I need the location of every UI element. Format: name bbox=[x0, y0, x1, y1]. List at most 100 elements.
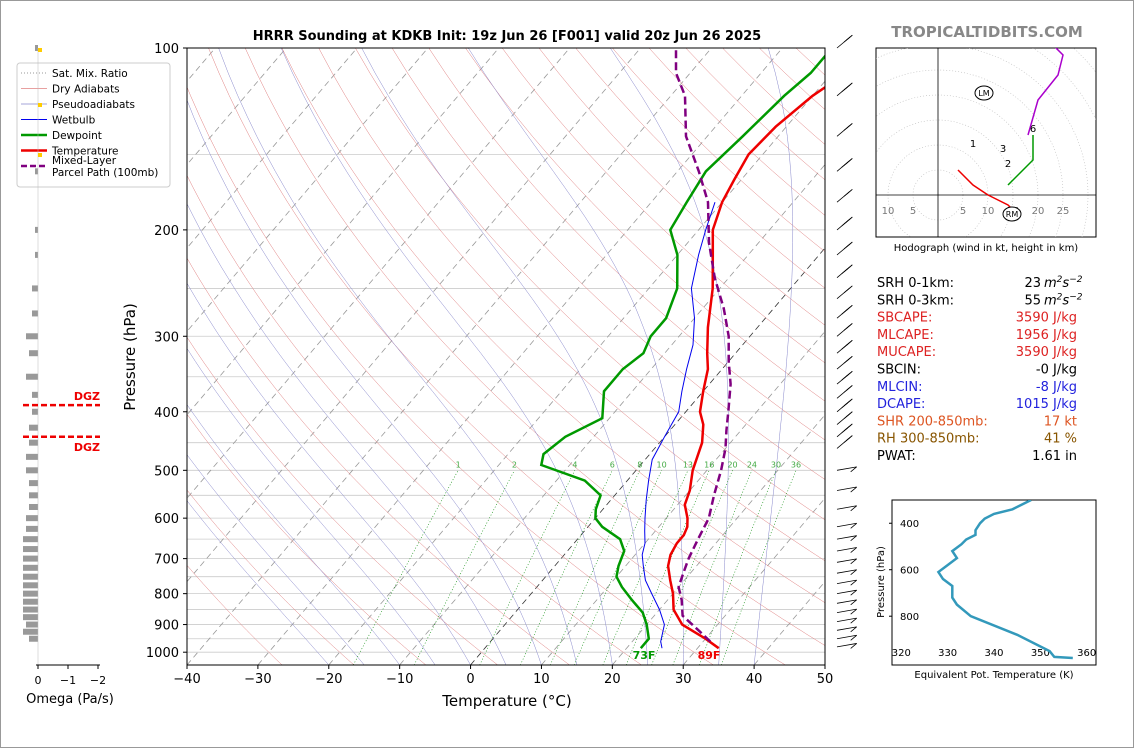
wind-barb bbox=[836, 558, 857, 565]
moist-adiabat-line bbox=[187, 99, 542, 665]
dry-adiabat-line bbox=[187, 336, 498, 665]
mixing-ratio-line bbox=[720, 470, 797, 665]
legend-label: Dewpoint bbox=[52, 130, 102, 142]
omega-bar bbox=[32, 285, 38, 292]
stat-value: 1015 J/kg bbox=[1016, 397, 1077, 412]
isotherm-line bbox=[187, 48, 429, 333]
theta-e-x-tick-label: 350 bbox=[1031, 648, 1050, 659]
wind-barb bbox=[836, 158, 853, 172]
barb-flag bbox=[843, 325, 851, 331]
omega-bar bbox=[23, 564, 38, 571]
legend-label: Mixed-Layer bbox=[52, 155, 117, 167]
barb-shaft bbox=[836, 466, 857, 471]
x-tick-label: −10 bbox=[386, 672, 413, 687]
omega-bar bbox=[29, 439, 38, 446]
skewt-title: HRRR Sounding at KDKB Init: 19z Jun 26 [… bbox=[253, 29, 761, 44]
mixing-ratio-line bbox=[651, 470, 733, 665]
wind-barb bbox=[836, 411, 853, 425]
stat-value: 41 % bbox=[1044, 432, 1077, 447]
hodograph-height-label: 2 bbox=[1005, 159, 1011, 170]
omega-profile: 0 −1 −2 bbox=[23, 45, 106, 687]
stat-label: MLCAPE: bbox=[877, 328, 934, 343]
dgz-label-bottom: DGZ bbox=[74, 441, 100, 454]
hodograph-caption: Hodograph (wind in kt, height in km) bbox=[894, 243, 1079, 254]
isotherm-line bbox=[187, 48, 358, 249]
moist-adiabat-line bbox=[280, 48, 613, 665]
theta-e-y-tick-label: 400 bbox=[900, 519, 919, 530]
wind-barb bbox=[836, 547, 857, 553]
skewt-background-lines: 1 2 4 6 8 10 13 16 20 24 30 36 bbox=[187, 48, 825, 665]
omega-bar bbox=[23, 546, 38, 553]
isotherm-line bbox=[187, 48, 712, 665]
barb-flag bbox=[843, 413, 851, 419]
omega-tick-label: −1 bbox=[60, 674, 76, 687]
mixing-ratio-label: 16 bbox=[704, 460, 714, 469]
legend-label: Wetbulb bbox=[52, 115, 96, 127]
wind-barb bbox=[836, 486, 857, 493]
legend-label: Dry Adiabats bbox=[52, 84, 120, 96]
wind-barb bbox=[836, 505, 857, 512]
wind-barb bbox=[836, 241, 853, 256]
omega-bar bbox=[29, 503, 38, 510]
barb-flag bbox=[850, 505, 857, 512]
mixing-ratio-label: 6 bbox=[610, 460, 615, 469]
legend-label: Sat. Mix. Ratio bbox=[52, 68, 128, 80]
barb-flag bbox=[843, 357, 851, 364]
series-wetbulb bbox=[641, 202, 716, 649]
omega-bar bbox=[26, 525, 38, 532]
mixing-ratio-line bbox=[573, 470, 662, 665]
barb-flag bbox=[850, 579, 857, 586]
isotherm-line bbox=[187, 48, 500, 416]
omega-bar bbox=[29, 424, 38, 431]
omega-bar bbox=[29, 492, 38, 499]
dry-adiabat-line bbox=[187, 86, 714, 665]
barb-flag bbox=[850, 486, 857, 493]
barb-shaft bbox=[836, 486, 857, 491]
barb-shaft bbox=[836, 599, 857, 604]
omega-bar bbox=[26, 373, 38, 380]
omega-bar bbox=[35, 226, 38, 233]
barb-flag bbox=[843, 287, 851, 294]
omega-bar bbox=[29, 480, 38, 487]
hodograph-tick-label: 10 bbox=[982, 206, 995, 217]
mixing-ratio-label: 4 bbox=[572, 460, 577, 469]
theta-e-x-tick-label: 330 bbox=[938, 648, 957, 659]
stat-label: SHR 200-850mb: bbox=[877, 414, 988, 429]
moist-adiabat-line bbox=[218, 48, 578, 665]
barb-shaft bbox=[836, 589, 857, 595]
y-tick-label: 800 bbox=[154, 588, 179, 603]
hodograph-tick-label: 25 bbox=[1057, 206, 1070, 217]
stat-label: MUCAPE: bbox=[877, 345, 936, 360]
dry-adiabat-line bbox=[187, 489, 355, 665]
isotherm-line bbox=[187, 48, 641, 583]
omega-bar bbox=[23, 536, 38, 543]
mixing-ratio-line bbox=[353, 470, 459, 665]
site-branding: TROPICALTIDBITS.COM bbox=[891, 23, 1083, 41]
omega-bar bbox=[35, 168, 38, 175]
barb-shaft bbox=[836, 535, 857, 540]
isotherm-line bbox=[682, 497, 825, 665]
x-tick-label: 0 bbox=[466, 672, 474, 687]
skewt-legend: Sat. Mix. Ratio Dry Adiabats Pseudoadiabat… bbox=[16, 62, 171, 188]
barb-flag bbox=[841, 374, 848, 381]
wind-barb bbox=[836, 385, 853, 399]
stat-unit: m2s−2 bbox=[1044, 292, 1083, 308]
wind-barb bbox=[836, 626, 857, 633]
y-tick-label: 500 bbox=[154, 464, 179, 479]
wind-barb bbox=[836, 216, 853, 231]
barb-flag bbox=[850, 617, 857, 624]
hodograph-tick-label: 5 bbox=[960, 206, 966, 217]
isotherm-line bbox=[470, 247, 825, 665]
isotherm-line bbox=[328, 80, 825, 665]
barb-flag bbox=[843, 191, 851, 197]
mixing-ratio-label: 24 bbox=[747, 460, 757, 469]
unit-sup: 2 bbox=[1057, 275, 1063, 285]
wind-barb bbox=[836, 589, 857, 596]
series-temperature bbox=[666, 85, 825, 650]
wind-barb bbox=[836, 522, 857, 529]
barb-flag bbox=[841, 427, 848, 434]
barb-flag bbox=[841, 343, 848, 350]
omega-bar bbox=[32, 408, 38, 415]
barb-flag bbox=[850, 466, 857, 473]
hodograph-height-label: 6 bbox=[1030, 124, 1036, 135]
